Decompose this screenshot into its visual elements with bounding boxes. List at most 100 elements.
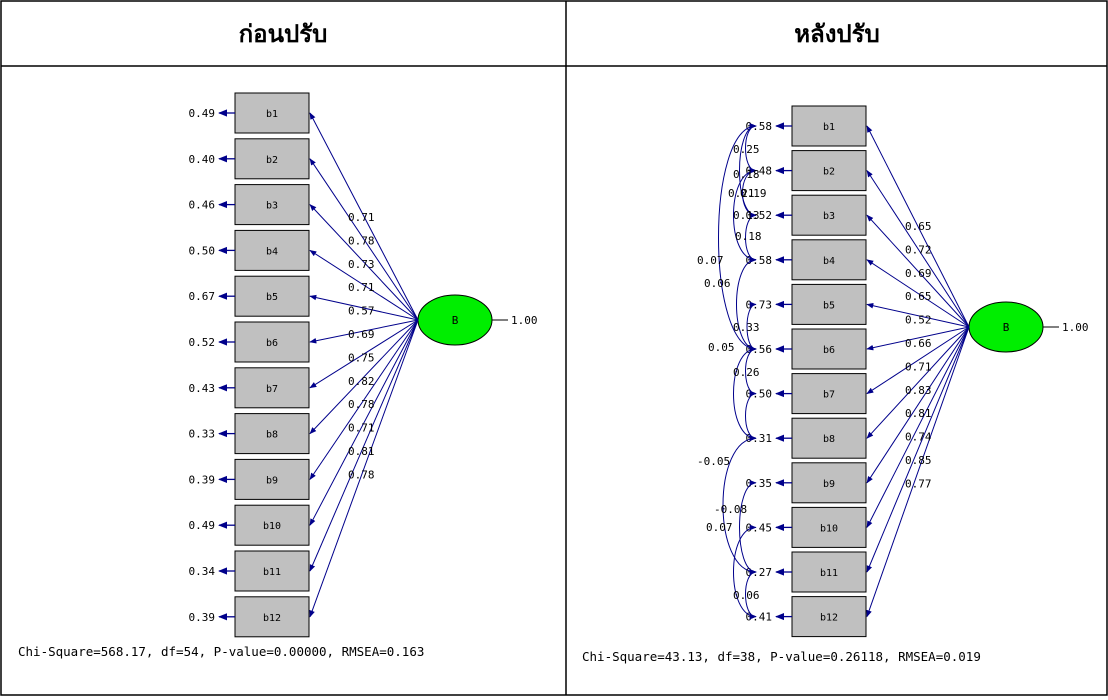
loading-path bbox=[866, 326, 970, 529]
loading-path bbox=[866, 259, 970, 328]
loading-value: 0.73 bbox=[348, 258, 375, 271]
error-variance: 0.46 bbox=[189, 199, 216, 212]
covariance-value: 0.07 bbox=[706, 521, 733, 534]
indicator-box bbox=[791, 239, 867, 281]
indicator-box bbox=[791, 596, 867, 638]
loading-path bbox=[309, 319, 419, 344]
indicator-label: b6 bbox=[823, 345, 835, 356]
error-variance: 0.50 bbox=[189, 244, 216, 257]
loading-value: 0.81 bbox=[905, 407, 932, 420]
loading-value: 0.71 bbox=[348, 422, 375, 435]
covariance-value: 0.05 bbox=[708, 341, 735, 354]
error-variance: 0.73 bbox=[746, 298, 773, 311]
loading-value: 0.65 bbox=[905, 220, 932, 233]
indicator-label: b7 bbox=[266, 384, 278, 395]
loading-value: 0.71 bbox=[905, 360, 932, 373]
indicator-box bbox=[234, 92, 310, 134]
indicator-label: b9 bbox=[266, 475, 278, 486]
indicator-label: b12 bbox=[263, 613, 281, 624]
indicator-box bbox=[791, 105, 867, 147]
indicator-label: b4 bbox=[266, 246, 278, 257]
latent-variance: 1.00 bbox=[1062, 321, 1089, 334]
error-variance: 0.34 bbox=[189, 565, 216, 578]
loading-path bbox=[866, 326, 970, 618]
error-variance: 0.39 bbox=[189, 611, 216, 624]
indicator-label: b4 bbox=[823, 256, 835, 267]
loading-path bbox=[309, 319, 419, 480]
covariance-value: 0.06 bbox=[733, 589, 760, 602]
indicator-box bbox=[791, 506, 867, 548]
loading-path bbox=[309, 112, 419, 321]
covariance-value: 0.18 bbox=[733, 168, 760, 181]
covariance-value: -0.05 bbox=[697, 455, 730, 468]
error-covariance-arc bbox=[733, 346, 757, 441]
indicator-label: b6 bbox=[266, 338, 278, 349]
header-before: ก่อนปรับ bbox=[238, 18, 328, 48]
indicator-box bbox=[791, 373, 867, 415]
error-covariance-arc bbox=[718, 123, 757, 352]
loading-path bbox=[866, 326, 970, 395]
loading-path bbox=[866, 303, 970, 328]
loading-path bbox=[309, 249, 419, 321]
loading-value: 0.85 bbox=[905, 454, 932, 467]
covariance-value: 0.06 bbox=[704, 277, 731, 290]
error-variance: 0.40 bbox=[189, 153, 216, 166]
indicator-label: b11 bbox=[820, 568, 838, 579]
indicator-box bbox=[791, 328, 867, 370]
error-variance: 0.33 bbox=[189, 428, 216, 441]
loading-value: 0.82 bbox=[348, 375, 375, 388]
loading-path bbox=[866, 326, 970, 439]
latent-label: B bbox=[452, 314, 459, 327]
loading-value: 0.69 bbox=[905, 267, 932, 280]
loading-value: 0.75 bbox=[348, 351, 375, 364]
indicator-label: b11 bbox=[263, 567, 281, 578]
indicator-label: b1 bbox=[823, 122, 835, 133]
covariance-value: 0.21 bbox=[728, 187, 755, 200]
covariance-value: 0.25 bbox=[733, 143, 760, 156]
error-variance: 0.49 bbox=[189, 107, 216, 120]
loading-value: 0.78 bbox=[348, 234, 375, 247]
loading-path bbox=[309, 319, 419, 572]
indicator-label: b10 bbox=[263, 521, 281, 532]
loading-path bbox=[309, 294, 419, 321]
indicator-box bbox=[791, 150, 867, 192]
indicator-label: b1 bbox=[266, 109, 278, 120]
error-covariance-arc bbox=[722, 435, 757, 575]
loading-path bbox=[866, 326, 970, 573]
after-model: B 1.00b10.58b20.48b30.52b40.58b50.73b60.5… bbox=[697, 105, 1089, 638]
error-covariance-arc bbox=[739, 123, 757, 218]
error-covariance-arc bbox=[739, 480, 757, 575]
error-variance: 0.67 bbox=[189, 290, 216, 303]
error-covariance-arc bbox=[736, 257, 757, 352]
loading-value: 0.78 bbox=[348, 398, 375, 411]
indicator-label: b8 bbox=[266, 430, 278, 441]
fit-statistics-before: Chi-Square=568.17, df=54, P-value=0.0000… bbox=[18, 644, 425, 659]
loading-path bbox=[866, 326, 970, 484]
loading-value: 0.74 bbox=[905, 431, 932, 444]
latent-label: B bbox=[1003, 321, 1010, 334]
indicator-box bbox=[234, 138, 310, 180]
indicator-box bbox=[791, 462, 867, 504]
indicator-box bbox=[791, 283, 867, 325]
fit-statistics-after: Chi-Square=43.13, df=38, P-value=0.26118… bbox=[582, 649, 981, 664]
loading-path bbox=[866, 326, 970, 351]
covariance-value: 0.18 bbox=[735, 230, 762, 243]
latent-variance: 1.00 bbox=[511, 314, 538, 327]
error-variance: 0.39 bbox=[189, 473, 216, 486]
loading-value: 0.83 bbox=[905, 384, 932, 397]
indicator-box bbox=[234, 367, 310, 409]
loading-value: 0.69 bbox=[348, 328, 375, 341]
loading-path bbox=[866, 125, 970, 328]
error-covariance-arc bbox=[745, 569, 757, 620]
loading-path bbox=[309, 158, 419, 321]
error-variance: 0.35 bbox=[746, 477, 773, 490]
indicator-label: b9 bbox=[823, 479, 835, 490]
loading-value: 0.71 bbox=[348, 281, 375, 294]
error-variance: 0.43 bbox=[189, 382, 216, 395]
indicator-box bbox=[234, 275, 310, 317]
indicator-box bbox=[234, 229, 310, 271]
before-model: B 1.00 b1 0.49 b2 0.40 b3 0.46 b4 0.50 b5 0.67 b6 0.5… bbox=[189, 92, 538, 638]
loading-path bbox=[309, 204, 419, 321]
